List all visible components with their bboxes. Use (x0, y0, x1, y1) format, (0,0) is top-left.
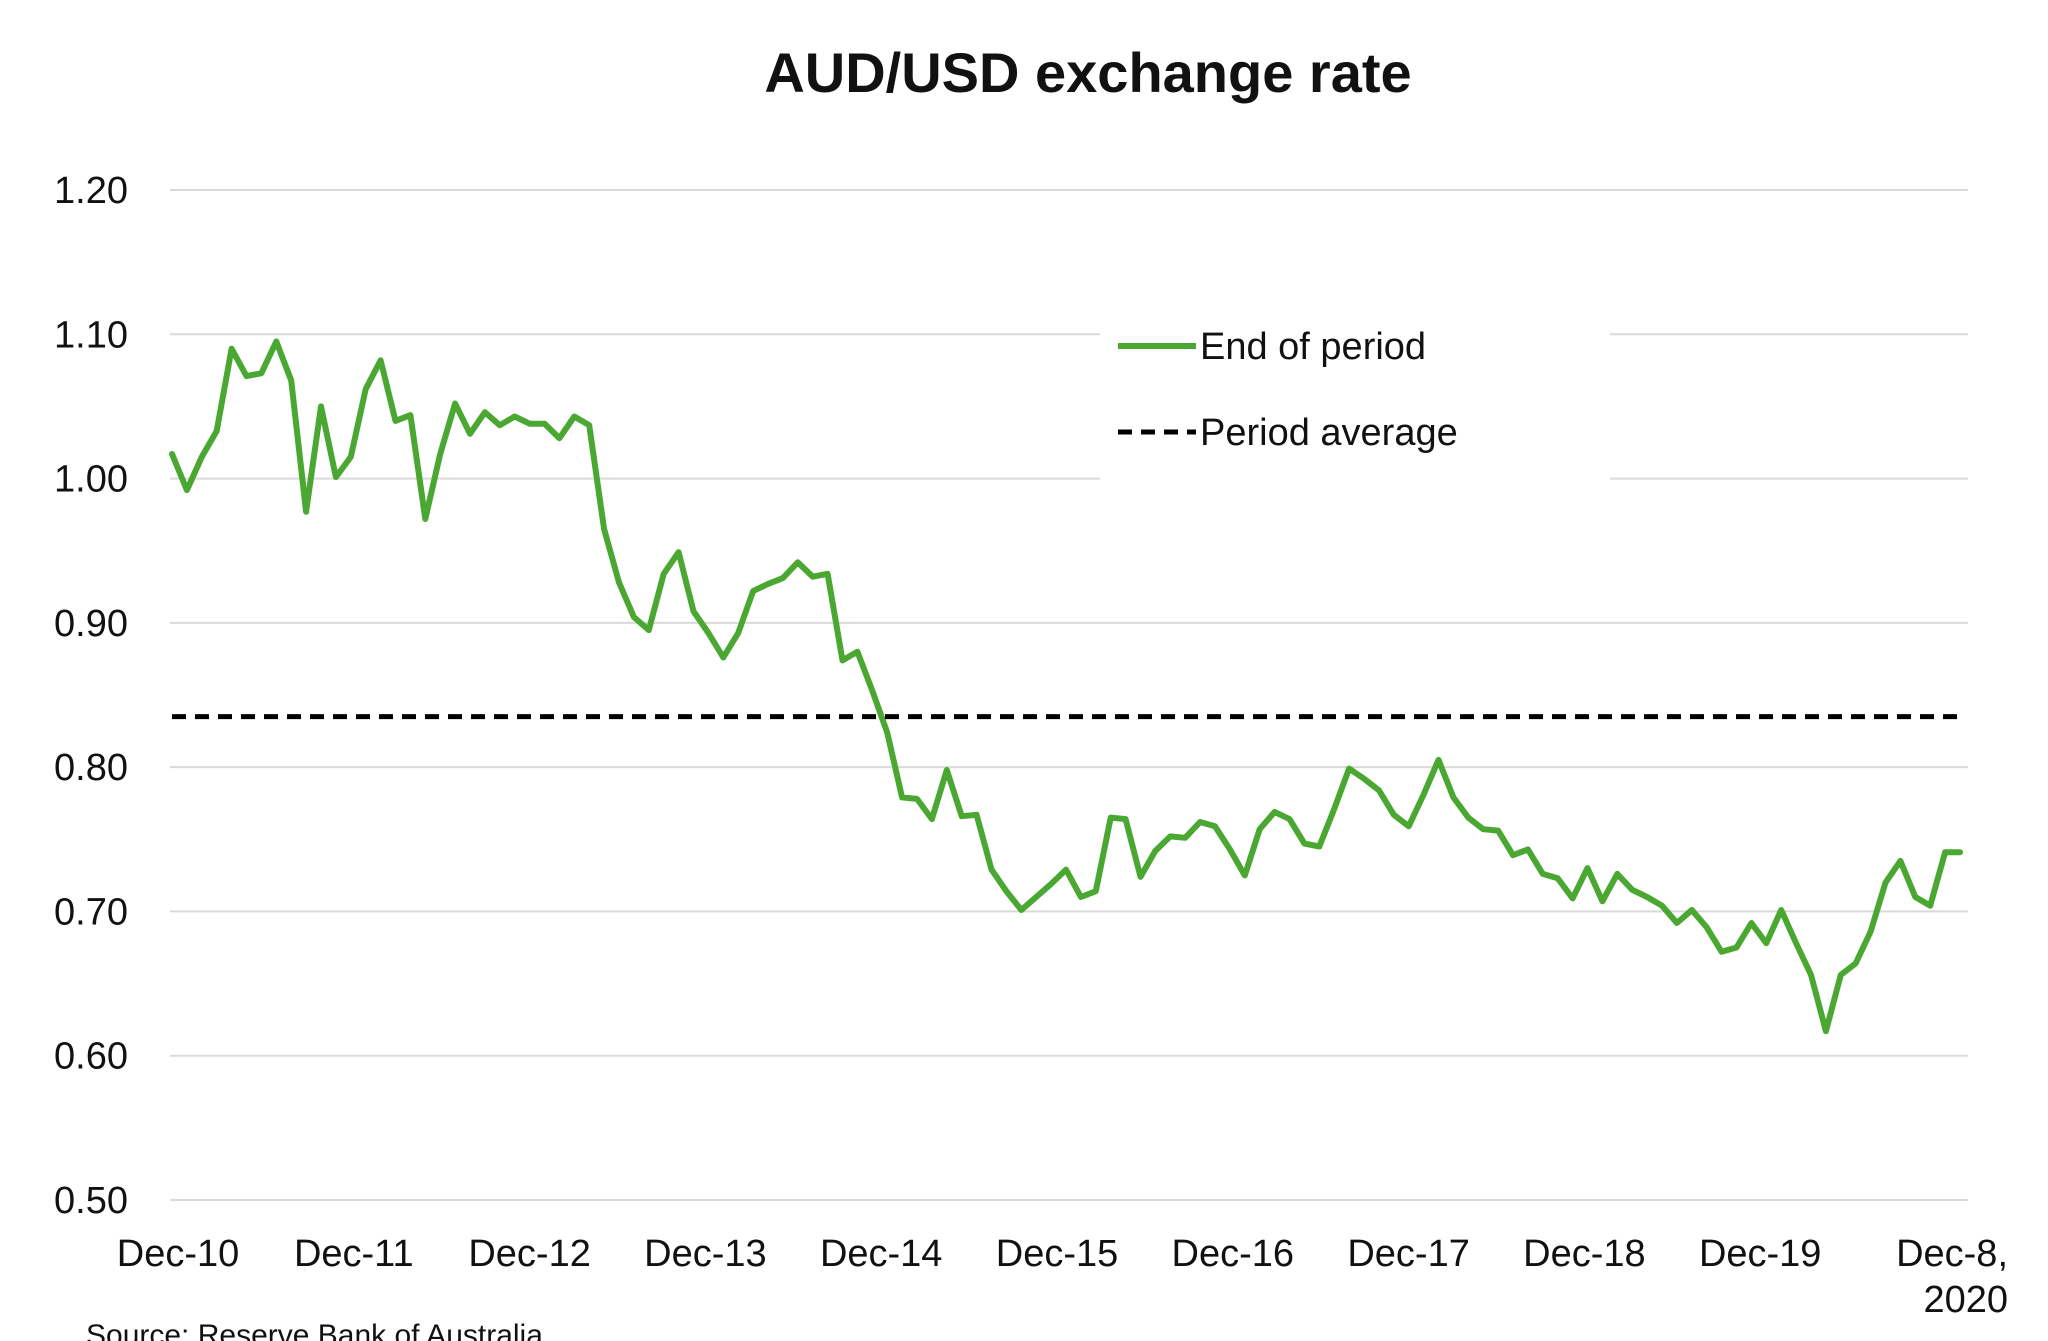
x-tick-label: Dec-18 (1523, 1233, 1646, 1275)
series-lines (169, 338, 1963, 1035)
source-note: Source: Reserve Bank of Australia (86, 1319, 543, 1341)
x-axis-ticks: Dec-10 Dec-11 Dec-12 Dec-13 Dec-14 Dec-15 Dec-… (117, 1233, 2008, 1321)
legend-background (1100, 312, 1610, 482)
series-line-end-of-period (169, 338, 1963, 1035)
x-tick-label: Dec-15 (996, 1233, 1119, 1275)
legend-label-period-average: Period average (1200, 412, 1458, 454)
x-tick-label: Dec-13 (644, 1233, 767, 1275)
y-tick-label: 1.00 (54, 459, 128, 501)
x-tick-label: Dec-16 (1172, 1233, 1295, 1275)
legend-label-end-of-period: End of period (1200, 326, 1426, 368)
gridlines (170, 189, 1968, 1201)
y-tick-label: 0.80 (54, 747, 128, 789)
y-tick-label: 0.90 (54, 603, 128, 645)
y-tick-label: 0.60 (54, 1036, 128, 1078)
y-tick-label: 0.50 (54, 1180, 128, 1222)
y-axis-ticks: 0.50 0.60 0.70 0.80 0.90 1.00 1.10 1.20 (54, 170, 128, 1222)
x-tick-label: Dec-19 (1699, 1233, 1822, 1275)
x-tick-label: Dec-14 (820, 1233, 943, 1275)
chart-title: AUD/USD exchange rate (764, 41, 1411, 104)
y-tick-label: 0.70 (54, 891, 128, 933)
x-tick-label: Dec-17 (1347, 1233, 1470, 1275)
x-tick-label: Dec-10 (117, 1233, 240, 1275)
legend: End of period Period average (1100, 312, 1610, 482)
x-tick-label: Dec-11 (294, 1233, 414, 1275)
x-tick-label: Dec-8, 2020 (1896, 1233, 2008, 1321)
y-tick-label: 1.10 (54, 314, 128, 356)
y-tick-label: 1.20 (54, 170, 128, 212)
x-tick-label: Dec-12 (468, 1233, 591, 1275)
